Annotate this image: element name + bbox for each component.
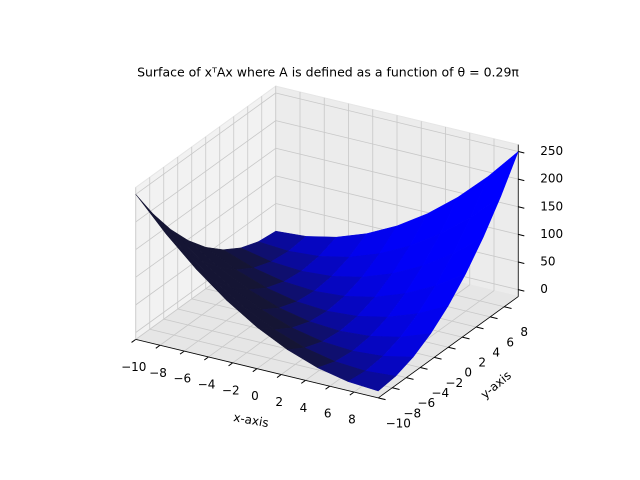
- grid-line: [135, 175, 276, 278]
- x-tick-label: 8: [348, 413, 356, 427]
- x-tick-label: −2: [222, 383, 240, 397]
- y-axis-label: y-axis: [478, 368, 514, 401]
- z-tick-label: 250: [540, 144, 563, 158]
- tick-mark: [462, 336, 470, 340]
- y-tick-label: −4: [431, 386, 449, 400]
- y-tick-label: 2: [478, 356, 486, 370]
- tick-mark: [155, 344, 161, 349]
- tick-mark: [490, 316, 498, 320]
- tick-mark: [204, 356, 209, 361]
- x-tick-label: 4: [300, 401, 308, 415]
- tick-mark: [179, 350, 185, 355]
- grid-line: [275, 92, 519, 152]
- tick-mark: [131, 339, 137, 343]
- grid-line: [135, 92, 276, 195]
- x-tick-label: −8: [149, 366, 167, 380]
- tick-mark: [301, 379, 306, 384]
- x-tick-label: 0: [251, 389, 259, 403]
- tick-mark: [349, 391, 355, 396]
- tick-mark: [325, 385, 331, 390]
- tick-mark: [434, 356, 442, 360]
- grid-line: [275, 120, 519, 180]
- tick-mark: [276, 374, 282, 378]
- z-tick-label: 0: [540, 282, 548, 296]
- x-tick-label: −10: [121, 360, 146, 374]
- tick-mark: [252, 368, 258, 373]
- y-tick-label: 6: [506, 335, 514, 349]
- y-tick-label: −2: [445, 376, 463, 390]
- tick-mark: [518, 178, 525, 182]
- chart-title: Surface of xᵀAx where A is defined as a …: [137, 65, 519, 80]
- y-tick-label: −6: [417, 396, 435, 410]
- x-tick-label: −6: [173, 372, 191, 386]
- tick-mark: [504, 306, 512, 309]
- tick-mark: [420, 367, 428, 370]
- y-tick-label: −8: [403, 406, 421, 420]
- tick-mark: [518, 261, 525, 264]
- surface-patch: [135, 194, 184, 250]
- tick-mark: [448, 346, 456, 350]
- y-tick-label: −10: [386, 416, 411, 430]
- y-tick-label: 4: [492, 345, 500, 359]
- tick-mark: [228, 362, 234, 367]
- grid-line: [135, 147, 276, 250]
- z-tick-label: 50: [540, 255, 555, 269]
- y-axis-line: [378, 296, 519, 399]
- x-tick-label: 2: [275, 395, 283, 409]
- y-tick-label: 0: [464, 366, 472, 380]
- x-tick-label: 6: [324, 407, 332, 421]
- tick-mark: [476, 326, 484, 330]
- surface-patch: [347, 370, 397, 392]
- z-tick-label: 150: [540, 199, 563, 213]
- z-tick-label: 100: [540, 227, 563, 241]
- x-tick-label: −4: [198, 377, 216, 391]
- z-tick-label: 200: [540, 172, 563, 186]
- tick-mark: [518, 289, 525, 292]
- tick-mark: [518, 206, 525, 209]
- tick-mark: [518, 151, 525, 154]
- y-tick-label: 8: [520, 325, 528, 339]
- tick-mark: [406, 377, 414, 380]
- grid-line: [135, 120, 276, 223]
- tick-mark: [378, 397, 386, 401]
- x-axis-line: [135, 339, 379, 399]
- tick-mark: [518, 233, 525, 237]
- x-axis-label: x-axis: [232, 410, 269, 430]
- tick-mark: [392, 387, 400, 391]
